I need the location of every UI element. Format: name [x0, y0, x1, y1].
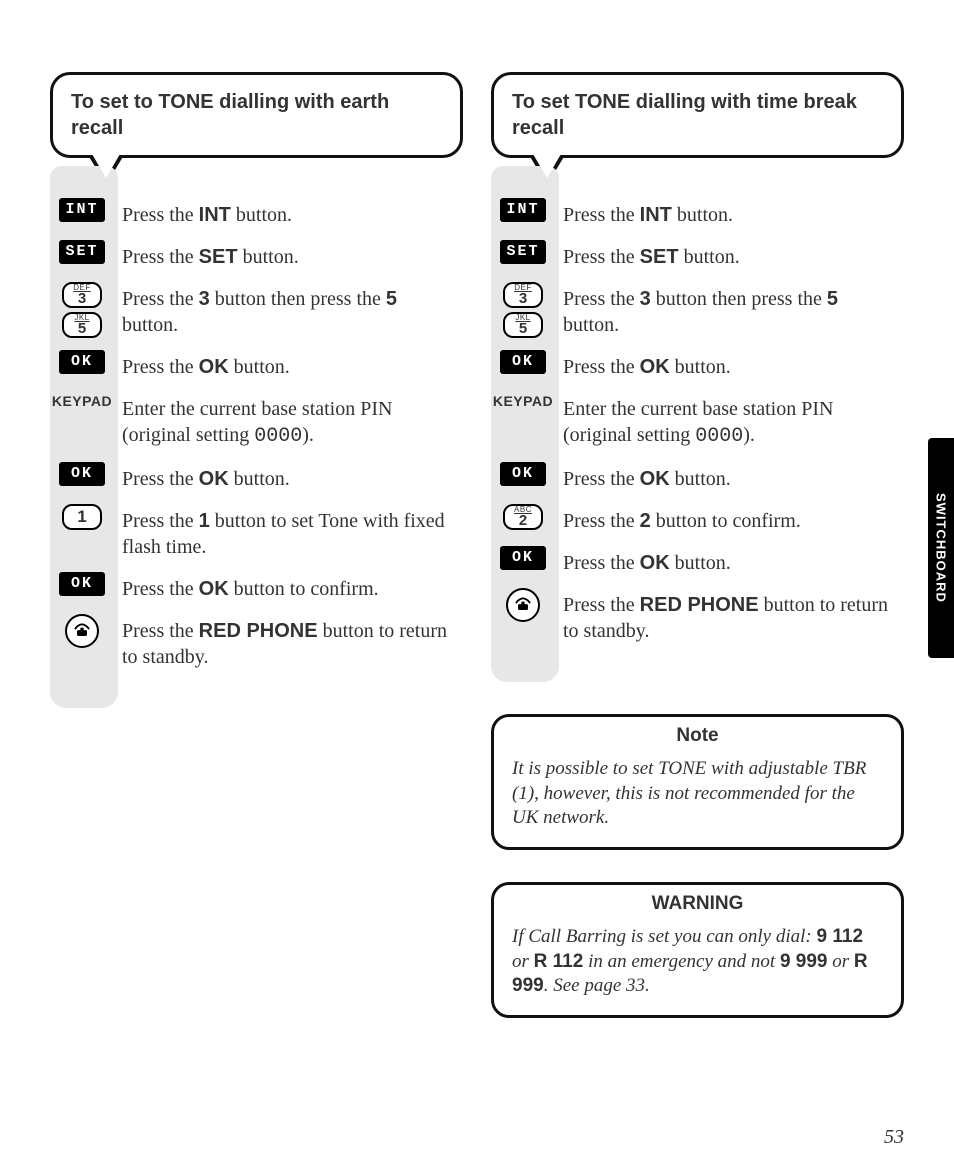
step: Press the RED PHONE button to return to …	[118, 612, 453, 680]
ok-button-icon: OK	[500, 546, 546, 570]
side-tab: SWITCHBOARD	[928, 438, 954, 658]
set-button-icon: SET	[500, 240, 546, 264]
step-text: Press the OK button.	[118, 354, 290, 380]
step: KEYPADEnter the current base station PIN…	[559, 390, 894, 460]
step-text: Press the INT button.	[118, 202, 292, 228]
red-phone-icon	[506, 588, 540, 622]
step-text: Press the OK button to confirm.	[118, 576, 379, 602]
step: KEYPADEnter the current base station PIN…	[118, 390, 453, 460]
ok-button-icon: OK	[500, 462, 546, 486]
step-text: Press the 2 button to confirm.	[559, 508, 801, 534]
left-steps: INTPress the INT button.SETPress the SET…	[50, 166, 463, 708]
step: SETPress the SET button.	[559, 238, 894, 280]
step-text: Press the 3 button then press the 5 butt…	[559, 286, 894, 338]
ok-button-icon: OK	[59, 572, 105, 596]
keypad-k1-icon: 1	[62, 504, 102, 530]
step-text: Press the RED PHONE button to return to …	[118, 618, 453, 670]
left-column: To set to TONE dialling with earth recal…	[50, 72, 463, 708]
step-text: Press the RED PHONE button to return to …	[559, 592, 894, 644]
keypad-label-icon: KEYPAD	[52, 392, 112, 410]
warning-body: If Call Barring is set you can only dial…	[512, 925, 883, 999]
step: OKPress the OK button.	[118, 460, 453, 502]
step: Press the RED PHONE button to return to …	[559, 586, 894, 654]
step-text: Press the OK button.	[118, 466, 290, 492]
step-text: Press the SET button.	[118, 244, 299, 270]
keypad-label-icon: KEYPAD	[493, 392, 553, 410]
left-title: To set to TONE dialling with earth recal…	[71, 91, 389, 139]
right-title: To set TONE dialling with time break rec…	[512, 91, 857, 139]
step-text: Enter the current base station PIN (orig…	[559, 396, 894, 450]
keypad-k3-icon: DEF3	[503, 282, 543, 308]
right-title-callout: To set TONE dialling with time break rec…	[491, 72, 904, 158]
step: OKPress the OK button to confirm.	[118, 570, 453, 612]
page: To set to TONE dialling with earth recal…	[0, 0, 954, 1175]
step-text: Press the SET button.	[559, 244, 740, 270]
page-number: 53	[884, 1126, 904, 1149]
step: OKPress the OK button.	[559, 348, 894, 390]
step-text: Press the OK button.	[559, 550, 731, 576]
int-button-icon: INT	[59, 198, 105, 222]
keypad-k5-icon: JKL5	[62, 312, 102, 338]
right-column: To set TONE dialling with time break rec…	[491, 72, 904, 1018]
columns: To set to TONE dialling with earth recal…	[50, 72, 904, 1018]
step: ABC2Press the 2 button to confirm.	[559, 502, 894, 544]
step: INTPress the INT button.	[118, 196, 453, 238]
warning-label: WARNING	[652, 893, 744, 915]
keypad-k5-icon: JKL5	[503, 312, 543, 338]
set-button-icon: SET	[59, 240, 105, 264]
step: DEF3JKL5Press the 3 button then press th…	[559, 280, 894, 348]
step-text: Press the INT button.	[559, 202, 733, 228]
step-text: Press the OK button.	[559, 354, 731, 380]
step: 1Press the 1 button to set Tone with fix…	[118, 502, 453, 570]
ok-button-icon: OK	[59, 350, 105, 374]
note-box: Note It is possible to set TONE with adj…	[491, 714, 904, 850]
step: INTPress the INT button.	[559, 196, 894, 238]
ok-button-icon: OK	[500, 350, 546, 374]
step: OKPress the OK button.	[559, 460, 894, 502]
right-steps: INTPress the INT button.SETPress the SET…	[491, 166, 904, 682]
step: OKPress the OK button.	[118, 348, 453, 390]
keypad-k3-icon: DEF3	[62, 282, 102, 308]
step-text: Press the 1 button to set Tone with fixe…	[118, 508, 453, 560]
red-phone-icon	[65, 614, 99, 648]
step-text: Enter the current base station PIN (orig…	[118, 396, 453, 450]
note-body: It is possible to set TONE with adjustab…	[512, 757, 883, 831]
step: DEF3JKL5Press the 3 button then press th…	[118, 280, 453, 348]
step-text: Press the OK button.	[559, 466, 731, 492]
step-text: Press the 3 button then press the 5 butt…	[118, 286, 453, 338]
keypad-k2-icon: ABC2	[503, 504, 543, 530]
int-button-icon: INT	[500, 198, 546, 222]
left-title-callout: To set to TONE dialling with earth recal…	[50, 72, 463, 158]
step: OKPress the OK button.	[559, 544, 894, 586]
ok-button-icon: OK	[59, 462, 105, 486]
warning-box: WARNING If Call Barring is set you can o…	[491, 882, 904, 1018]
step: SETPress the SET button.	[118, 238, 453, 280]
note-label: Note	[676, 725, 718, 747]
